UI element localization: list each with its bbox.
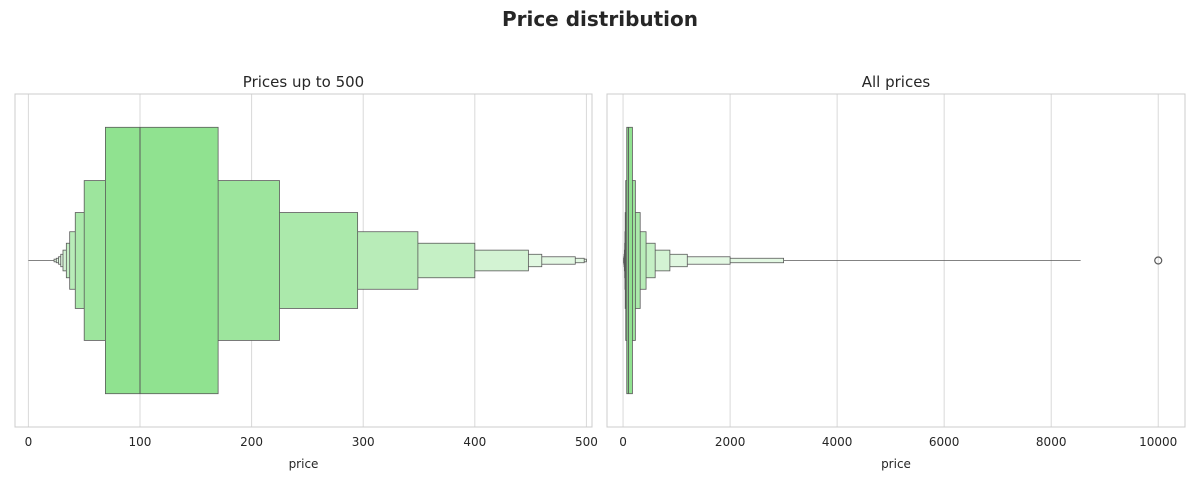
right-outlier-point bbox=[1154, 256, 1163, 265]
right-panel-title: All prices bbox=[861, 73, 931, 91]
figure-title: Price distribution bbox=[501, 7, 699, 31]
left-x-axis-label: price bbox=[289, 457, 319, 471]
left-x-tick-label: 100 bbox=[129, 435, 152, 449]
left-x-tick-label: 400 bbox=[463, 435, 486, 449]
left-boxen-level bbox=[105, 126, 219, 395]
left-panel-title: Prices up to 500 bbox=[242, 73, 365, 91]
left-x-tick-label: 300 bbox=[352, 435, 375, 449]
right-x-tick-label: 8000 bbox=[1036, 435, 1067, 449]
left-panel: 0 100 200 300 400 500 price bbox=[14, 93, 598, 471]
right-panel: 0 2000 4000 6000 8000 10000 price bbox=[606, 93, 1186, 471]
right-x-tick-label: 4000 bbox=[822, 435, 853, 449]
right-x-tick-label: 2000 bbox=[715, 435, 746, 449]
left-x-tick-label: 200 bbox=[240, 435, 263, 449]
right-x-tick-label: 6000 bbox=[929, 435, 960, 449]
left-axes-frame bbox=[14, 93, 593, 428]
right-x-tick-label: 10000 bbox=[1139, 435, 1177, 449]
right-x-tick-label: 0 bbox=[619, 435, 627, 449]
right-boxen-level bbox=[626, 126, 633, 395]
left-x-tick-label: 500 bbox=[575, 435, 598, 449]
right-axes-frame bbox=[606, 93, 1186, 428]
left-x-tick-label: 0 bbox=[25, 435, 33, 449]
right-x-axis-label: price bbox=[881, 457, 911, 471]
